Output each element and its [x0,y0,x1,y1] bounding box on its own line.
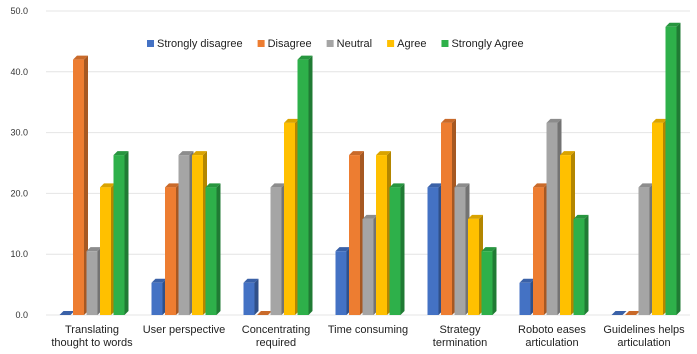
bar-disagree [533,183,548,315]
bar-strongly-agree [573,214,589,315]
legend-item: Disagree [257,38,312,50]
bar-strongly-disagree [427,183,443,315]
y-tick-label: 0.0 [15,310,28,320]
y-tick-label: 10.0 [10,249,28,259]
bar-disagree [73,55,88,315]
category-label: Time consuming [328,324,408,336]
bar-strongly-agree [389,183,405,315]
legend-label: Neutral [337,38,372,50]
legend-label: Strongly disagree [157,38,243,50]
bar-strongly-disagree [59,311,75,315]
legend-label: Agree [397,38,426,50]
bars [59,22,681,315]
bar-disagree [349,151,364,315]
bar-agree [284,118,299,315]
bar-agree [652,118,667,315]
bar-strongly-agree [113,151,129,315]
category-label: Strategy termination [433,324,487,349]
bar-disagree [165,183,180,315]
category-labels: Translating thought to words User perspect… [51,324,685,349]
bar-neutral [362,214,378,315]
legend-label: Strongly Agree [451,38,523,50]
bar-neutral [454,183,470,315]
category-label: Guidelines helps articulation [603,324,685,349]
legend-item: Strongly Agree [441,38,524,50]
bar-neutral [270,183,286,315]
bar-strongly-disagree [611,311,627,315]
legend-swatch [147,40,154,47]
bar-agree [560,151,575,315]
bar-strongly-disagree [519,278,535,315]
y-tick-label: 20.0 [10,188,28,198]
legend-swatch [387,40,395,47]
bar-disagree [625,311,640,315]
bar-strongly-agree [665,22,681,315]
legend-swatch [441,40,449,47]
bar-strongly-agree [297,55,313,315]
category-label: Translating thought to words [51,324,133,349]
legend-item: Agree [387,38,426,50]
legend-label: Disagree [268,38,312,50]
bar-neutral [638,183,654,315]
legend-swatch [326,40,334,47]
bar-agree [376,151,391,315]
legend: Strongly disagree Disagree Neutral Agree Str… [147,38,524,50]
bar-agree [468,214,483,315]
legend-swatch [257,40,265,47]
bar-strongly-disagree [243,278,259,315]
category-label: User perspective [143,324,226,336]
bar-agree [192,151,207,315]
y-tick-label: 50.0 [10,6,28,16]
bar-disagree [257,311,272,315]
bar-neutral [86,247,102,315]
bar-neutral [546,118,562,315]
bar-strongly-disagree [335,247,351,315]
bar-strongly-disagree [151,278,167,315]
category-label: Concentrating required [242,324,311,349]
bar-disagree [441,118,456,315]
legend-item: Strongly disagree [147,38,243,50]
bar-strongly-agree [481,247,497,315]
legend-item: Neutral [326,38,372,50]
y-tick-label: 40.0 [10,67,28,77]
bar-agree [100,183,115,315]
bar-neutral [178,151,194,315]
bar-strongly-agree [205,183,221,315]
y-tick-label: 30.0 [10,128,28,138]
y-axis: 0.0 10.0 20.0 30.0 40.0 50.0 [10,6,28,320]
category-label: Roboto eases articulation [518,324,586,349]
